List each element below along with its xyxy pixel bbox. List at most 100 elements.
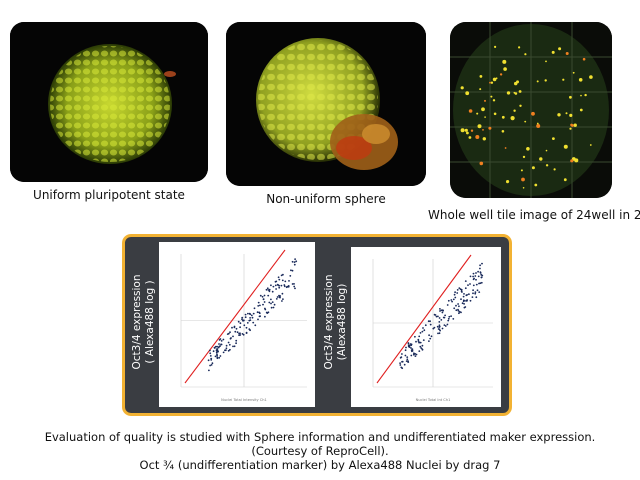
scatter-point [442, 316, 445, 319]
colony-dot [490, 95, 493, 98]
scatter-point [446, 323, 449, 326]
scatter-plot-1: Nuclei Total Intensity Ch1 [180, 249, 307, 402]
scatter-point [214, 345, 217, 348]
scatter-point [210, 359, 213, 361]
scatter-point [209, 355, 212, 357]
scatter-point [283, 284, 286, 286]
scatter-point [423, 329, 426, 332]
scatter-point [256, 311, 259, 314]
x-axis-label: Nuclei Total Int Ch1 [416, 398, 451, 402]
micro-image-wholewell [450, 22, 612, 198]
micro-image-uniform [10, 22, 208, 182]
scatter-point [472, 284, 475, 287]
scatter-point [421, 330, 424, 333]
scatter-point [472, 289, 474, 292]
scatter-point [462, 295, 465, 298]
scatter-point [438, 321, 441, 323]
scatter-point [462, 300, 465, 303]
scatter-point [455, 304, 457, 307]
scatter-point [216, 357, 219, 360]
scatter-point [271, 290, 274, 293]
scatter-point [266, 287, 269, 290]
scatter-plot-frame: Oct3/4 expression ( Alexa488 log ) Nucle… [122, 234, 512, 416]
colony-dot [569, 127, 572, 130]
scatter-point [263, 294, 266, 297]
scatter-point [424, 324, 427, 327]
figure-description: Evaluation of quality is studied with Sp… [0, 430, 640, 472]
caption-nonuniform: Non-uniform sphere [266, 192, 386, 206]
colony-dots [460, 45, 593, 189]
scatter-point [463, 293, 465, 295]
scatter-point [216, 354, 218, 357]
plot1-panel: Nuclei Total Intensity Ch1 [159, 242, 315, 407]
scatter-point [271, 301, 274, 303]
colony-dot [580, 94, 582, 97]
colony-dot [536, 124, 541, 128]
colony-dot [582, 57, 586, 61]
scatter-point [275, 280, 278, 283]
scatter-point [234, 330, 237, 333]
scatter-point [258, 312, 261, 315]
scatter-point [419, 341, 422, 344]
colony-dot [510, 116, 515, 121]
scatter-point [249, 317, 251, 319]
scatter-point [270, 284, 272, 287]
scatter-point [403, 363, 406, 366]
scatter-point [257, 305, 260, 307]
scatter-point [272, 306, 275, 309]
scatter-point [478, 291, 481, 293]
scatter-point [465, 294, 468, 297]
scatter-point [265, 311, 268, 314]
scatter-point [237, 320, 240, 323]
scatter-point [243, 324, 246, 327]
scatter-point [224, 349, 226, 352]
colony-dot [522, 155, 526, 159]
scatter-point [429, 320, 431, 323]
colony-dot [589, 144, 592, 146]
colony-dot [494, 45, 497, 48]
scatter-point [257, 301, 260, 304]
scatter-point [210, 364, 213, 366]
scatter-point [239, 332, 241, 335]
colony-dot [569, 113, 573, 117]
scatter-point [438, 332, 441, 335]
colony-dot [503, 67, 507, 71]
colony-dot [557, 113, 561, 117]
scatter-point [272, 285, 275, 288]
colony-dot [479, 161, 484, 166]
colony-dot [502, 59, 507, 64]
scatter-point [444, 314, 446, 317]
colony-dot [531, 166, 535, 170]
scatter-point [236, 331, 239, 334]
scatter-point [406, 358, 409, 361]
scatter-point [229, 348, 231, 351]
scatter-point [239, 322, 242, 325]
scatter-point [474, 291, 477, 293]
scatter-point [290, 269, 292, 272]
scatter-point [479, 271, 482, 274]
scatter-point [245, 326, 248, 329]
scatter-point [218, 343, 220, 345]
colony-dot [553, 168, 556, 171]
scatter-point [288, 280, 290, 282]
scatter-point [405, 346, 407, 349]
scatter-point [259, 294, 262, 297]
scatter-point [469, 299, 472, 302]
scatter-point [447, 319, 450, 322]
scatter-point [253, 307, 256, 310]
scatter-point [437, 328, 440, 330]
scatter-point [291, 269, 294, 272]
scatter-point [479, 282, 482, 285]
scatter-point [254, 324, 257, 327]
scatter-point [455, 309, 458, 312]
scatter-point [265, 288, 268, 291]
scatter-point [427, 320, 430, 323]
scatter-point [284, 280, 287, 283]
scatter-point [285, 286, 288, 289]
scatter-point [275, 288, 277, 290]
scatter-point [278, 286, 281, 289]
scatter-point [268, 301, 271, 304]
scatter-point [227, 341, 230, 344]
scatter-point [432, 327, 435, 330]
